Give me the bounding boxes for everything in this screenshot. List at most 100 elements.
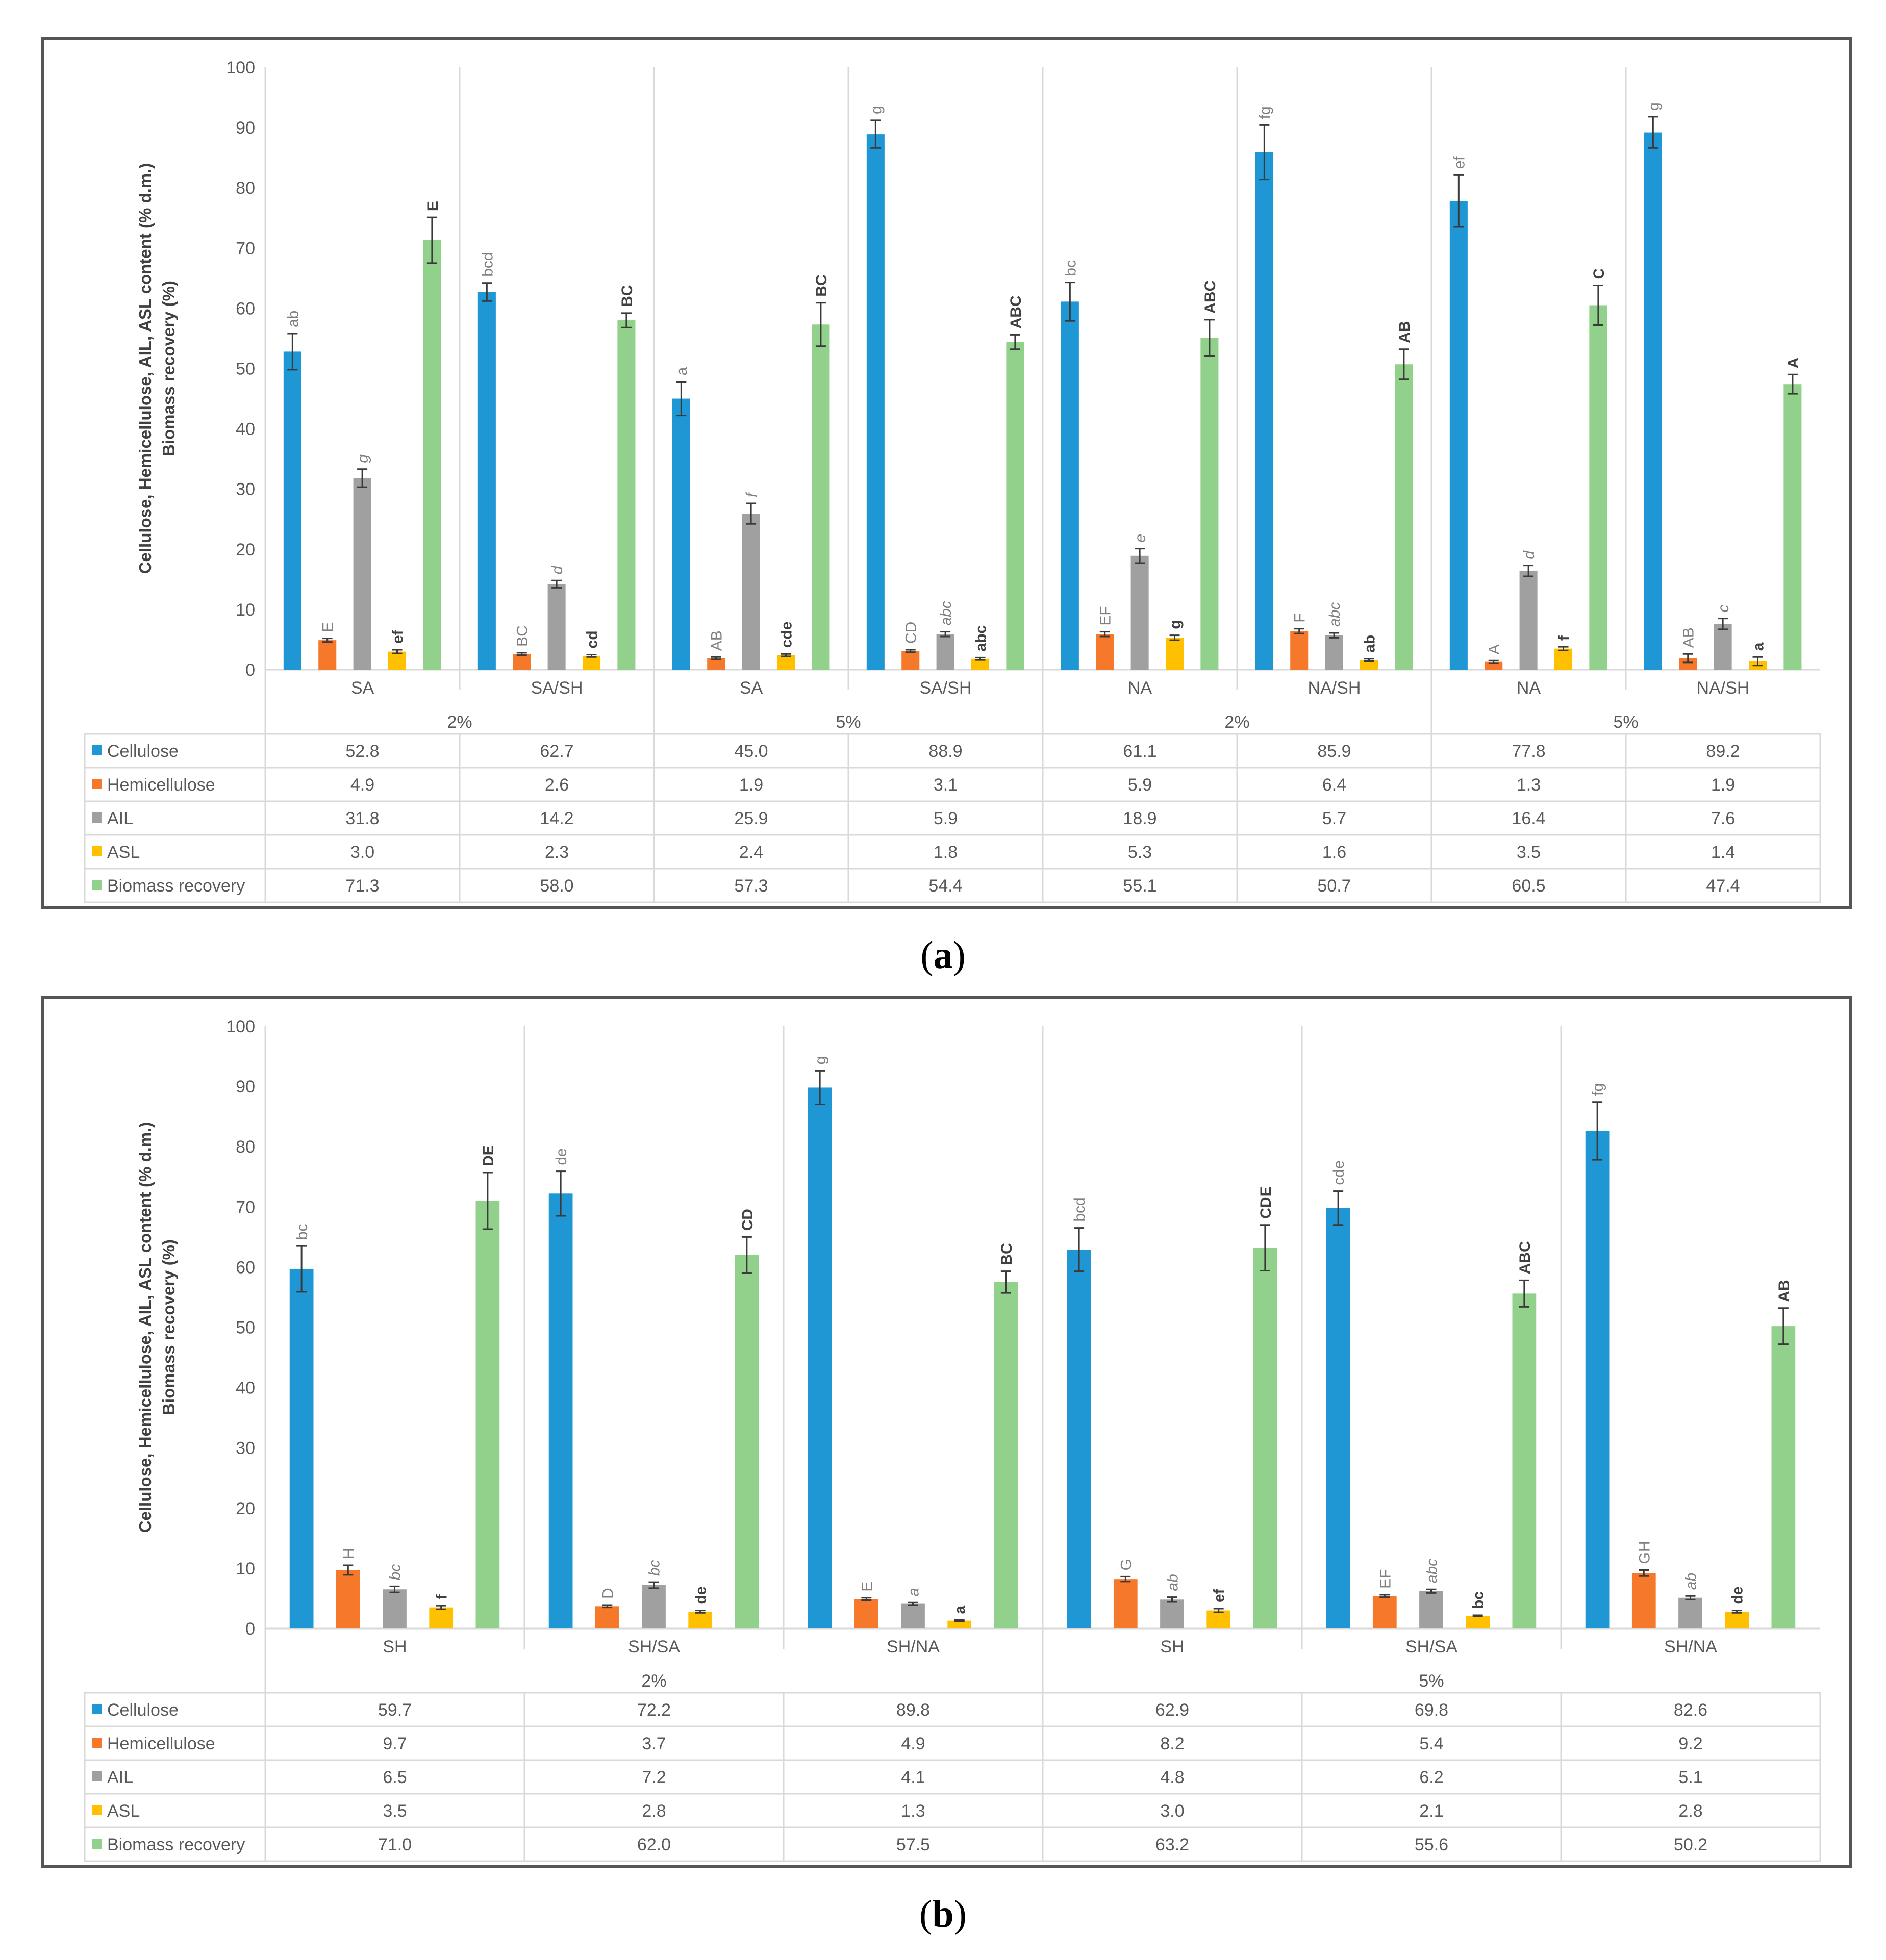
bar [1061, 301, 1079, 670]
bar [901, 651, 920, 670]
table-cell: 1.9 [1711, 775, 1735, 795]
significance-letter: ef [1451, 156, 1468, 169]
table-cell: 14.2 [540, 809, 573, 828]
bar [707, 658, 725, 670]
bar [1519, 571, 1538, 670]
table-cell: 62.0 [637, 1835, 671, 1854]
significance-letter: ABC [1517, 1241, 1533, 1274]
table-cell: 57.5 [896, 1835, 930, 1854]
significance-letter: cde [778, 622, 795, 648]
significance-letter: GH [1636, 1541, 1653, 1564]
significance-letter: BC [998, 1243, 1015, 1265]
table-cell: 5.7 [1322, 809, 1346, 828]
significance-letter: ab [1682, 1573, 1699, 1590]
x-tick-label: NA [1517, 678, 1541, 698]
table-cell: 16.4 [1512, 809, 1545, 828]
legend-label: AIL [107, 809, 133, 828]
significance-letter: g [355, 454, 371, 463]
significance-letter: D [599, 1588, 616, 1599]
y-tick-label: 100 [226, 58, 255, 78]
y-tick-label: 80 [236, 179, 255, 198]
table-cell: 52.8 [345, 742, 379, 761]
bar [617, 320, 636, 670]
table-cell: 58.0 [540, 876, 573, 896]
significance-letter: E [320, 622, 337, 632]
table-cell: 1.9 [739, 775, 763, 795]
significance-letter: C [1591, 268, 1607, 279]
significance-letter: AB [1396, 321, 1413, 343]
group-label: 5% [836, 712, 861, 732]
bar [1589, 305, 1607, 670]
legend-label: ASL [107, 843, 140, 862]
significance-letter: A [1785, 358, 1802, 369]
significance-letter: ef [390, 629, 407, 644]
significance-letter: g [1167, 620, 1184, 629]
table-cell: 8.2 [1160, 1734, 1184, 1753]
significance-letter: E [859, 1582, 875, 1592]
significance-letter: de [693, 1587, 710, 1605]
significance-letter: A [1486, 644, 1503, 654]
legend-label: AIL [107, 1768, 133, 1787]
table-cell: 1.8 [934, 843, 958, 862]
table-cell: 3.7 [642, 1734, 666, 1753]
table-cell: 6.2 [1419, 1768, 1443, 1787]
table-cell: 55.1 [1123, 876, 1156, 896]
legend-key [92, 1704, 102, 1714]
significance-letter: fg [1256, 106, 1273, 119]
significance-letter: abc [1326, 602, 1343, 627]
significance-letter: d [549, 565, 566, 574]
bar [735, 1255, 759, 1628]
legend-label: Hemicellulose [107, 775, 215, 795]
y-tick-label: 60 [236, 299, 255, 318]
caption-b: (b) [0, 1892, 1886, 1937]
significance-letter: ABC [1008, 295, 1024, 328]
table-cell: 7.2 [642, 1768, 666, 1787]
table-cell: 7.6 [1711, 809, 1735, 828]
bar [1130, 555, 1149, 670]
bar [1679, 658, 1697, 670]
significance-letter: d [1521, 550, 1538, 559]
caption-label-b: b [932, 1893, 954, 1936]
legend-key [92, 1738, 102, 1748]
y-tick-label: 40 [236, 420, 255, 439]
group-label: 5% [1419, 1671, 1444, 1691]
bar [513, 654, 531, 670]
x-tick-label: NA/SH [1697, 678, 1750, 698]
bar [901, 1603, 925, 1628]
table-cell: 57.3 [734, 876, 768, 896]
significance-letter: bcd [1071, 1197, 1088, 1221]
table-cell: 3.0 [350, 843, 374, 862]
table-cell: 61.1 [1123, 742, 1156, 761]
significance-letter: bc [1062, 260, 1079, 276]
group-label: 2% [1224, 712, 1249, 732]
table-cell: 5.3 [1128, 843, 1152, 862]
table-cell: 9.2 [1678, 1734, 1702, 1753]
bar [642, 1585, 666, 1628]
significance-letter: BC [619, 285, 636, 307]
table-cell: 45.0 [734, 742, 768, 761]
bar [383, 1589, 407, 1628]
bar [547, 584, 566, 670]
table-cell: 77.8 [1512, 742, 1545, 761]
bar [971, 658, 990, 670]
x-tick-label: NA/SH [1308, 678, 1361, 698]
bar [1725, 1611, 1749, 1628]
y-tick-label: 10 [236, 600, 255, 620]
y-tick-label: 100 [226, 1017, 255, 1036]
bar [1585, 1131, 1610, 1628]
table-cell: 47.4 [1706, 876, 1740, 896]
bar [283, 351, 301, 670]
table-cell: 5.9 [1128, 775, 1152, 795]
significance-letter: BC [813, 274, 830, 296]
y-axis-label: Cellulose, Hemicellulose, AIL, ASL conte… [136, 163, 155, 574]
bar [289, 1268, 314, 1628]
bar [1360, 660, 1378, 670]
y-tick-label: 40 [236, 1379, 255, 1398]
significance-letter: bc [387, 1564, 404, 1581]
significance-letter: f [743, 492, 760, 497]
significance-letter: ABC [1202, 281, 1219, 314]
table-cell: 54.4 [928, 876, 962, 896]
table-cell: 82.6 [1674, 1700, 1707, 1720]
caption-label-a: a [933, 934, 953, 977]
table-cell: 18.9 [1123, 809, 1156, 828]
